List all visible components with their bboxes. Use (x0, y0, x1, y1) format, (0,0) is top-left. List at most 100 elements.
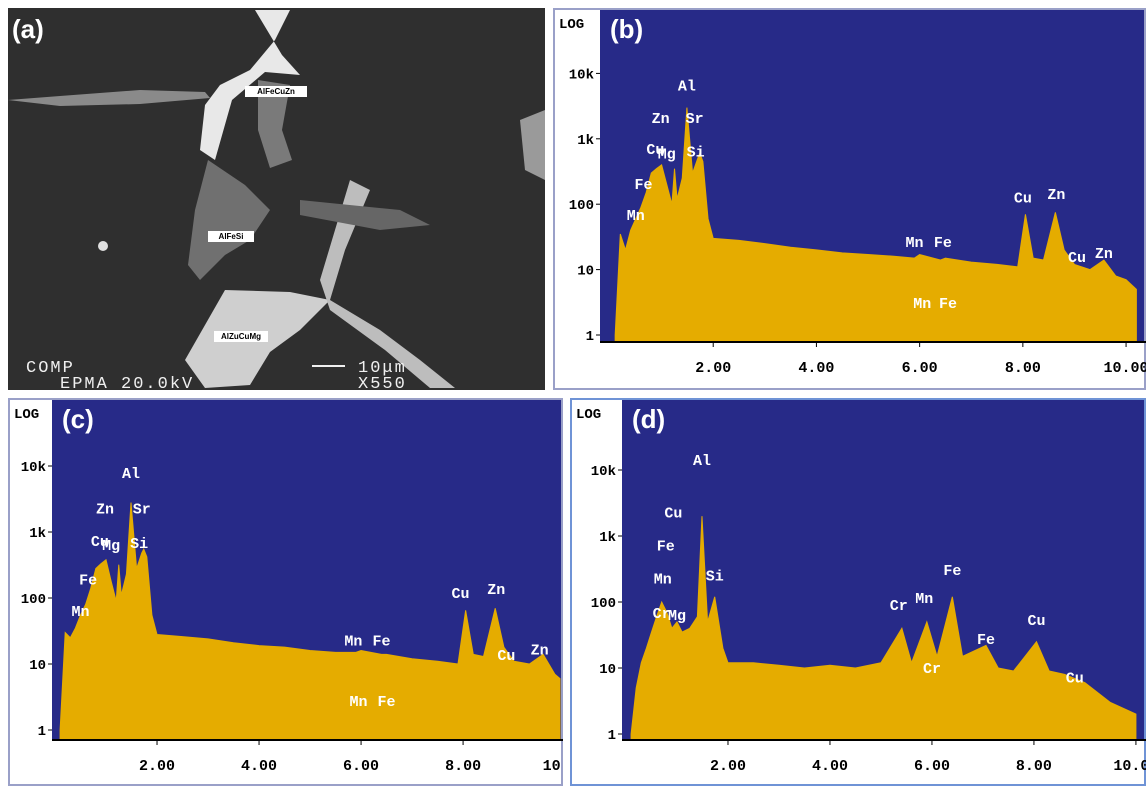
peak-label: Mg (102, 538, 120, 555)
sem-image: AlFeCuZn AlFeSi AlZuCuMg COMP EPMA 20.0k… (8, 8, 545, 394)
peak-label: Cu (646, 142, 664, 159)
x-tick-label: 8.00 (445, 758, 481, 775)
peak-label: Fe (657, 539, 675, 556)
y-axis-label: LOG (559, 17, 584, 33)
peak-label: Zn (531, 642, 549, 659)
peak-label: Zn (96, 502, 114, 519)
peak-label: Fe (378, 694, 396, 711)
peak-label: Cu (1066, 671, 1084, 688)
y-tick-label: 10 (599, 662, 616, 678)
peak-label: Fe (977, 632, 995, 649)
y-tick-label: 10k (591, 464, 616, 480)
x-tick-label: 8.00 (1016, 758, 1052, 775)
y-axis-label: LOG (576, 407, 601, 423)
y-tick-label: 10 (29, 658, 46, 674)
phase-label: AlFeSi (219, 232, 244, 241)
x-tick-label: 2.00 (139, 758, 175, 775)
sem-particle (98, 241, 108, 251)
peak-label: Fe (943, 563, 961, 580)
peak-label: Mn (915, 591, 933, 608)
sem-boundary (8, 90, 210, 106)
x-tick-label: 10.00 (1113, 758, 1146, 775)
sem-phase (520, 110, 545, 180)
panel-label: (c) (62, 404, 94, 434)
y-tick-label: 100 (21, 592, 46, 608)
peak-label: Fe (79, 573, 97, 590)
y-tick-label: 1k (599, 530, 616, 546)
peak-label: Mn (905, 235, 923, 252)
y-tick-label: 1k (29, 526, 46, 542)
peak-label: Mn (627, 208, 645, 225)
peak-label: Cu (1068, 250, 1086, 267)
spectrum-area (630, 516, 1137, 741)
sem-needle (320, 180, 455, 388)
y-axis-label: LOG (14, 407, 39, 423)
peak-label: Mn (350, 694, 368, 711)
peak-label: Al (122, 466, 140, 483)
peak-label: Cu (91, 534, 109, 551)
y-tick-label: 10 (577, 264, 594, 280)
sem-phase (188, 160, 270, 280)
peak-label: Cu (452, 586, 470, 603)
y-tick-label: 1k (577, 133, 594, 149)
peak-label: Si (706, 569, 724, 586)
peak-label: Mg (668, 608, 686, 625)
peak-label: Mn (71, 604, 89, 621)
y-tick-label: 10k (21, 460, 46, 476)
spectrum-panel: 1 10 100 1k 10k LOG 2.00 4.00 6.00 8.00 10.00 Al Zn S… (553, 8, 1146, 390)
sem-info: EPMA 20.0kV (60, 375, 194, 394)
panel-label: (d) (632, 404, 665, 434)
peak-label: Zn (1047, 187, 1065, 204)
peak-label: Sr (686, 111, 704, 128)
phase-tag (214, 331, 268, 342)
peak-label: Cu (1014, 190, 1032, 207)
x-tick-label: 4.00 (812, 758, 848, 775)
x-tick-label: 4.00 (241, 758, 277, 775)
peak-label: Al (678, 78, 696, 95)
peak-label: Fe (372, 634, 390, 651)
x-tick-label: 8.00 (1005, 360, 1041, 377)
peak-label: Fe (635, 177, 653, 194)
phase-tag (208, 231, 254, 242)
peak-label: Zn (1095, 246, 1113, 263)
spectrum-area (614, 107, 1137, 343)
sem-info: X550 (358, 375, 407, 394)
x-tick-label: 2.00 (710, 758, 746, 775)
peak-label: Cu (1027, 613, 1045, 630)
sem-info: COMP (26, 359, 75, 378)
peak-label: Cr (653, 606, 671, 623)
x-tick-label: 10.00 (543, 758, 588, 775)
y-tick-label: 10k (569, 67, 594, 83)
peak-label: Fe (934, 235, 952, 252)
phase-tag (245, 86, 307, 97)
panel-label: (a) (12, 14, 44, 44)
x-tick-label: 10.00 (1104, 360, 1146, 377)
phase-label: AlZuCuMg (221, 332, 261, 341)
peak-label: Cr (923, 661, 941, 678)
sem-phase (258, 80, 292, 168)
x-tick-label: 2.00 (695, 360, 731, 377)
y-tick-label: 1 (608, 728, 616, 744)
peak-label: Fe (939, 296, 957, 313)
peak-label: Si (687, 144, 705, 161)
sem-needle (300, 200, 430, 230)
peak-label: Mn (913, 296, 931, 313)
y-tick-label: 100 (591, 596, 616, 612)
peak-label: Si (130, 536, 148, 553)
sem-info: 10μm (358, 359, 407, 378)
y-tick-label: 100 (569, 198, 594, 214)
peak-label: Cr (890, 598, 908, 615)
peak-label: Cu (664, 506, 682, 523)
peak-label: Mn (344, 634, 362, 651)
y-tick-label: 1 (586, 329, 594, 345)
peak-label: Al (693, 453, 711, 470)
peak-label: Cu (497, 648, 515, 665)
y-tick-label: 1 (38, 724, 46, 740)
phase-label: AlFeCuZn (257, 87, 295, 96)
peak-label: Mg (658, 146, 676, 163)
sem-network (200, 10, 300, 160)
spectrum-panel: 1 10 100 1k 10k LOG 2.00 4.00 6.00 8.00 10.00 Al Zn S… (8, 398, 588, 786)
peak-label: Sr (133, 502, 151, 519)
